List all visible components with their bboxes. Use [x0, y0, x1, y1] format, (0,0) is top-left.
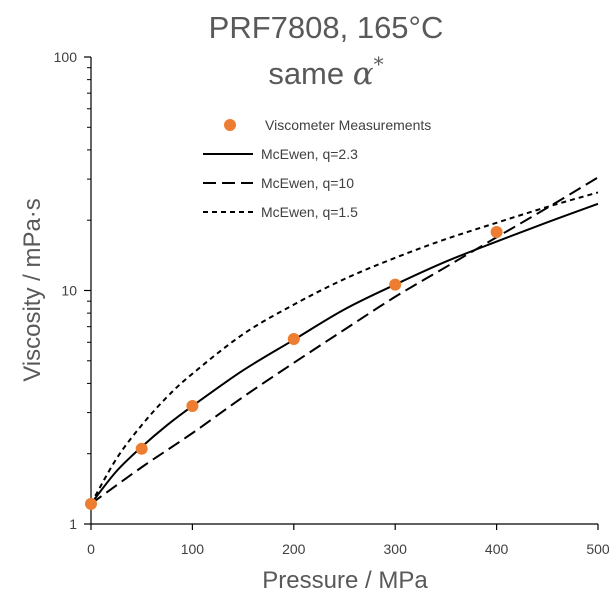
x-tick-label: 300	[384, 541, 408, 557]
chart-subtitle-sup: *	[374, 52, 384, 76]
y-axis-title: Viscosity / mPa·s	[19, 198, 46, 382]
series-line	[90, 191, 599, 505]
x-tick-label: 500	[586, 541, 610, 557]
legend-item: McEwen, q=1.5	[203, 204, 358, 220]
y-tick-label: 10	[61, 283, 77, 299]
x-axis-title: Pressure / MPa	[262, 567, 428, 594]
legend: Viscometer Measurements McEwen, q=2.3 McEw…	[203, 117, 431, 220]
data-point	[186, 400, 199, 413]
y-tick-label: 1	[69, 516, 77, 532]
series-line	[90, 176, 599, 505]
legend-label: McEwen, q=10	[261, 175, 354, 191]
x-tick-label: 100	[181, 541, 205, 557]
x-tick-label: 0	[87, 541, 95, 557]
legend-item: McEwen, q=2.3	[203, 146, 358, 162]
legend-item: McEwen, q=10	[203, 175, 354, 191]
chart-subtitle-prefix: same	[268, 56, 352, 91]
legend-label: McEwen, q=2.3	[261, 146, 358, 162]
x-tick-label: 400	[485, 541, 509, 557]
data-point	[135, 442, 148, 455]
data-point	[490, 226, 503, 239]
data-point	[85, 497, 97, 510]
data-point	[389, 278, 402, 291]
legend-marker	[224, 119, 236, 131]
x-tick-label: 200	[282, 541, 306, 557]
legend-item: Viscometer Measurements	[224, 117, 431, 133]
data-point	[287, 332, 300, 345]
y-tick-label: 100	[54, 49, 78, 65]
legend-label: McEwen, q=1.5	[261, 204, 358, 220]
chart-subtitle: same α*	[268, 52, 383, 92]
plot-area: 0 100 200 300 400 500 1 10 100 Viscometer Measure…	[54, 49, 610, 557]
chart-title: PRF7808, 165°C	[209, 10, 444, 45]
chart-subtitle-symbol: α	[353, 56, 374, 92]
legend-label: Viscometer Measurements	[265, 117, 431, 133]
